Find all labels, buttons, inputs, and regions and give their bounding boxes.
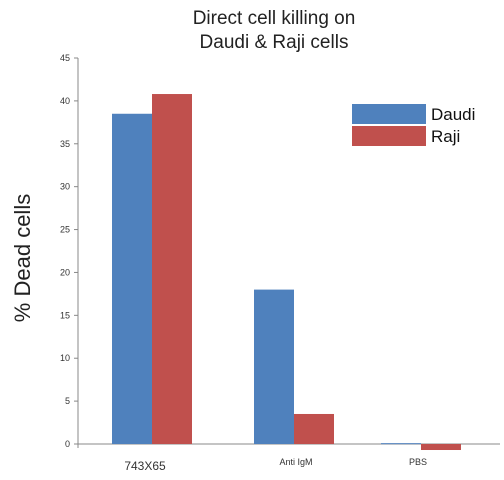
- x-tick-label: PBS: [409, 457, 427, 467]
- legend-label-raji: Raji: [431, 127, 460, 146]
- bar-raji-2: [294, 413, 334, 444]
- y-tick-label: 20: [60, 267, 70, 277]
- legend-swatch-raji: [352, 126, 426, 146]
- bar-daudi-1: [112, 113, 152, 444]
- bars: [112, 94, 461, 451]
- bar-daudi-3: [381, 443, 421, 445]
- y-tick-label: 5: [65, 396, 70, 406]
- y-axis-ticks: 0 5 10 15 20 25 30 35 40 45: [60, 53, 78, 449]
- y-tick-label: 25: [60, 225, 70, 235]
- y-tick-label: 45: [60, 53, 70, 63]
- y-tick-label: 0: [65, 439, 70, 449]
- legend: Daudi Raji: [352, 104, 475, 146]
- legend-swatch-daudi: [352, 104, 426, 124]
- y-tick-label: 30: [60, 182, 70, 192]
- y-tick-label: 15: [60, 310, 70, 320]
- chart-title-line-1: Direct cell killing on: [193, 8, 356, 29]
- y-tick-label: 35: [60, 139, 70, 149]
- x-tick-label: 743X65: [124, 459, 166, 473]
- y-axis-label: % Dead cells: [10, 194, 35, 322]
- chart-title: Direct cell killing on Daudi & Raji cells: [193, 8, 356, 53]
- x-axis-ticks: 743X65 Anti IgM PBS: [124, 457, 427, 473]
- bar-raji-1: [152, 94, 192, 444]
- legend-label-daudi: Daudi: [431, 105, 475, 124]
- x-tick-label: Anti IgM: [279, 457, 312, 467]
- bar-raji-3: [421, 444, 461, 451]
- y-tick-label: 10: [60, 353, 70, 363]
- y-tick-label: 40: [60, 96, 70, 106]
- bar-daudi-2: [254, 289, 294, 444]
- chart-title-line-2: Daudi & Raji cells: [200, 32, 349, 53]
